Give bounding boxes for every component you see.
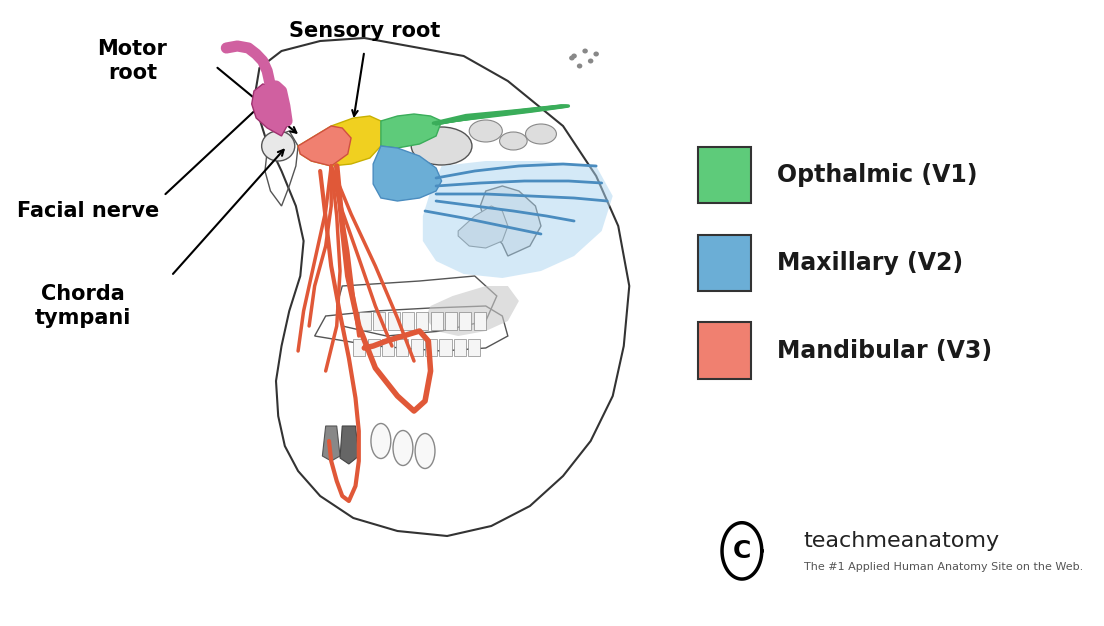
Bar	[431, 312, 443, 330]
PathPatch shape	[298, 116, 386, 166]
Text: Opthalmic (V1): Opthalmic (V1)	[777, 163, 978, 187]
Circle shape	[577, 63, 583, 68]
Bar	[373, 312, 385, 330]
Bar	[382, 339, 394, 356]
Circle shape	[594, 51, 599, 56]
Text: Chorda
tympani: Chorda tympani	[34, 284, 131, 327]
Bar	[445, 312, 457, 330]
Bar	[411, 339, 423, 356]
Circle shape	[572, 53, 577, 58]
Ellipse shape	[371, 424, 391, 458]
Bar	[402, 312, 414, 330]
Bar	[388, 312, 400, 330]
Bar	[468, 339, 480, 356]
Bar	[439, 339, 452, 356]
Polygon shape	[458, 206, 508, 248]
Ellipse shape	[526, 124, 556, 144]
Bar	[459, 312, 471, 330]
PathPatch shape	[381, 114, 442, 148]
Text: Motor
root: Motor root	[97, 39, 168, 83]
FancyBboxPatch shape	[698, 147, 751, 203]
FancyBboxPatch shape	[698, 235, 751, 291]
Bar	[396, 339, 408, 356]
Bar	[474, 312, 486, 330]
Ellipse shape	[393, 431, 413, 466]
PathPatch shape	[252, 84, 289, 136]
Text: Maxillary (V2): Maxillary (V2)	[777, 251, 964, 275]
Polygon shape	[298, 126, 351, 166]
Text: Facial nerve: Facial nerve	[18, 201, 159, 221]
Polygon shape	[373, 146, 442, 201]
Bar	[353, 339, 365, 356]
Polygon shape	[340, 426, 359, 464]
Ellipse shape	[411, 127, 473, 165]
Text: C: C	[733, 539, 751, 563]
Bar	[454, 339, 466, 356]
Polygon shape	[423, 161, 613, 278]
PathPatch shape	[480, 186, 541, 256]
Ellipse shape	[499, 132, 528, 150]
Polygon shape	[322, 426, 340, 461]
Circle shape	[262, 131, 295, 161]
Circle shape	[570, 56, 575, 61]
Ellipse shape	[469, 120, 502, 142]
Bar	[416, 312, 428, 330]
Text: The #1 Applied Human Anatomy Site on the Web.: The #1 Applied Human Anatomy Site on the…	[804, 562, 1083, 572]
Polygon shape	[425, 286, 519, 336]
Bar	[368, 339, 380, 356]
FancyBboxPatch shape	[698, 322, 751, 379]
Circle shape	[583, 48, 587, 53]
Text: teachmeanatomy: teachmeanatomy	[804, 531, 1000, 552]
Circle shape	[588, 58, 594, 63]
Ellipse shape	[415, 433, 435, 468]
Bar	[359, 312, 371, 330]
Bar	[425, 339, 437, 356]
Text: Mandibular (V3): Mandibular (V3)	[777, 339, 992, 362]
Text: Sensory root: Sensory root	[288, 21, 440, 41]
